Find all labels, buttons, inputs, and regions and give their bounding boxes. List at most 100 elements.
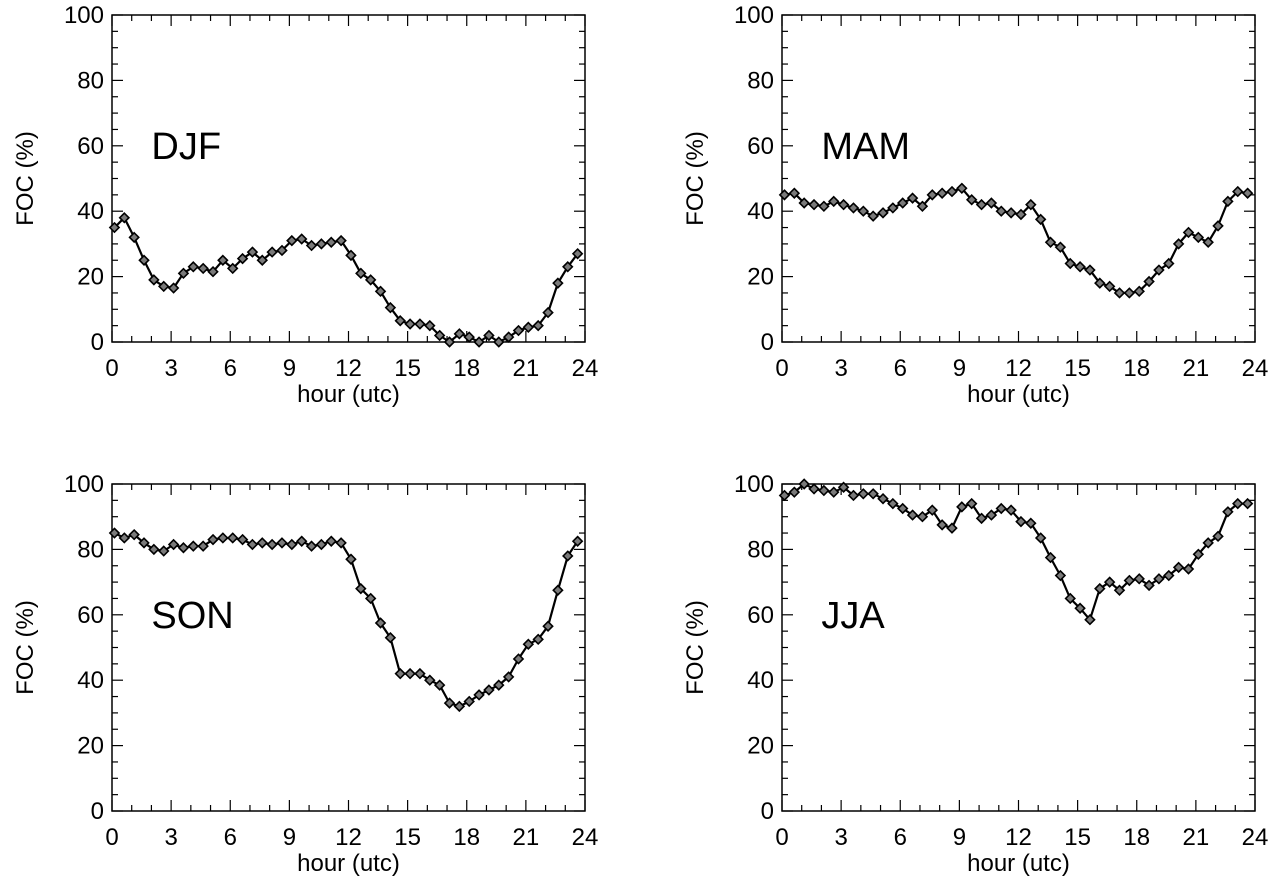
series-line-djf [113, 216, 579, 344]
data-point [305, 540, 318, 552]
data-point [374, 617, 387, 629]
plot-frame [781, 483, 1256, 812]
chart-panel-mam: 0 3 6 9 12 15 18 21 24 0 20 40 60 80 100 hour (utc) FOC … [682, 2, 1268, 408]
data-point [433, 679, 446, 691]
season-label-son: SON [151, 595, 233, 637]
data-point [1133, 285, 1145, 298]
x-tick-label: 6 [894, 824, 907, 851]
data-point [118, 212, 131, 224]
data-point [236, 533, 249, 546]
data-point [965, 194, 978, 206]
data-point [857, 488, 870, 500]
data-point [916, 510, 929, 523]
data-point [926, 504, 939, 516]
data-point [493, 679, 505, 691]
data-point [187, 540, 200, 552]
data-point [384, 301, 397, 314]
data-point [138, 537, 150, 549]
data-point [896, 197, 909, 209]
data-point [276, 537, 288, 549]
data-point [246, 538, 259, 551]
data-point [1172, 561, 1185, 574]
x-tick-label: 9 [953, 824, 966, 851]
data-point [424, 674, 436, 686]
x-tick-label: 18 [1123, 824, 1150, 851]
y-tick-label: 0 [761, 329, 774, 356]
y-tick-label: 100 [734, 2, 774, 29]
data-point [532, 319, 544, 332]
data-point [1222, 506, 1234, 518]
data-point [167, 282, 180, 294]
data-point [1163, 569, 1175, 582]
data-point [808, 483, 820, 495]
data-point [463, 695, 475, 708]
data-point [965, 497, 978, 510]
data-point [1025, 517, 1037, 529]
data-point [335, 537, 347, 549]
data-point [177, 267, 190, 280]
y-tick-label: 40 [77, 198, 104, 225]
season-label-mam: MAM [821, 126, 910, 168]
data-point [1054, 241, 1067, 253]
data-point [1044, 551, 1057, 564]
y-tick-label: 20 [77, 264, 104, 291]
data-point [571, 247, 584, 260]
data-point [571, 535, 584, 547]
data-point [483, 684, 495, 696]
data-point [975, 512, 988, 525]
data-point [266, 538, 278, 551]
x-axis-title: hour (utc) [967, 850, 1070, 877]
plot-frame [781, 14, 1256, 343]
data-point [552, 277, 564, 289]
x-tick-label: 15 [394, 824, 421, 851]
y-axis-title: FOC (%) [682, 600, 709, 695]
data-point [936, 187, 948, 199]
x-tick-label: 3 [164, 355, 177, 382]
data-point [906, 192, 919, 204]
data-point [828, 486, 840, 498]
data-point [946, 522, 958, 534]
data-point [364, 274, 377, 286]
data-point [394, 315, 406, 327]
data-point [236, 252, 249, 265]
x-tick-label: 0 [775, 355, 788, 382]
data-point [995, 205, 1007, 217]
x-tick-label: 12 [335, 824, 362, 851]
y-axis-title: FOC (%) [12, 131, 39, 226]
data-point [1015, 515, 1027, 528]
data-point [847, 489, 860, 502]
data-point [364, 592, 377, 605]
data-point [512, 653, 525, 665]
data-point [108, 221, 121, 234]
data-point [1123, 574, 1136, 587]
x-axis-title: hour (utc) [967, 381, 1070, 408]
data-point [158, 280, 170, 293]
data-point [345, 553, 357, 565]
x-tick-label: 6 [224, 355, 237, 382]
x-tick-label: 9 [283, 824, 296, 851]
y-tick-label: 60 [77, 602, 104, 629]
data-point [916, 200, 929, 213]
data-point [778, 489, 791, 502]
data-point [906, 509, 919, 521]
data-point [798, 478, 810, 490]
data-point [483, 329, 495, 342]
data-point [562, 550, 574, 562]
data-point [256, 537, 269, 549]
data-point [217, 532, 229, 544]
x-tick-label: 3 [834, 355, 847, 382]
x-tick-label: 9 [283, 355, 296, 382]
data-point [936, 519, 948, 531]
x-tick-label: 24 [1242, 355, 1269, 382]
data-point [808, 198, 820, 211]
data-point [1182, 563, 1195, 575]
x-tick-label: 18 [453, 355, 480, 382]
data-point [847, 202, 860, 214]
data-point [394, 667, 406, 680]
data-point [877, 492, 889, 505]
data-point [197, 262, 209, 275]
data-point [788, 486, 801, 498]
x-axis-title: hour (utc) [297, 850, 400, 877]
data-point [295, 233, 308, 245]
data-point [424, 319, 436, 332]
